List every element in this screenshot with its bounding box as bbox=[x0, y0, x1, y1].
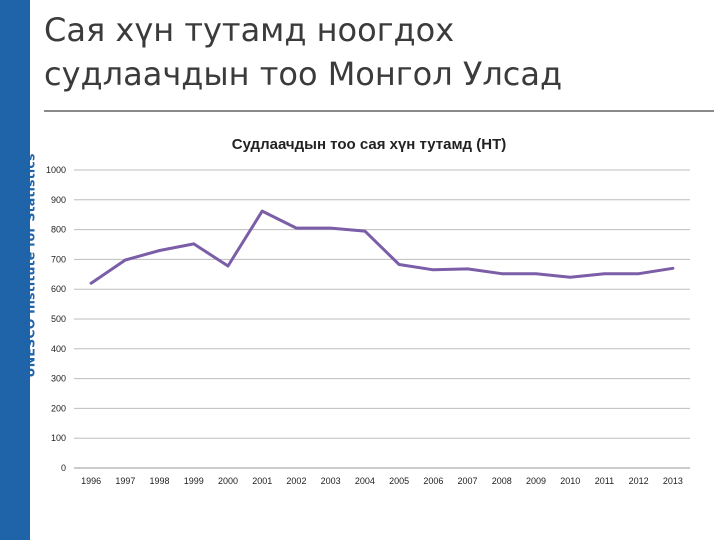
x-tick-label: 1999 bbox=[184, 476, 204, 486]
y-tick-label: 600 bbox=[51, 284, 66, 294]
y-tick-label: 400 bbox=[51, 344, 66, 354]
data-point bbox=[192, 242, 195, 246]
data-point bbox=[466, 267, 469, 271]
y-tick-label: 800 bbox=[51, 225, 66, 235]
data-point bbox=[226, 264, 230, 268]
data-point bbox=[329, 226, 332, 230]
x-tick-label: 2011 bbox=[595, 476, 614, 486]
y-tick-label: 500 bbox=[51, 314, 66, 324]
x-tick-label: 2012 bbox=[629, 476, 649, 486]
x-tick-label: 2003 bbox=[321, 476, 341, 486]
data-point bbox=[432, 268, 435, 272]
y-tick-label: 200 bbox=[51, 403, 66, 413]
y-tick-label: 0 bbox=[61, 463, 66, 473]
data-point bbox=[295, 226, 298, 230]
data-point bbox=[569, 276, 572, 279]
x-tick-label: 2001 bbox=[252, 476, 272, 486]
data-point bbox=[671, 267, 675, 270]
y-tick-label: 700 bbox=[51, 254, 66, 264]
data-point bbox=[158, 249, 161, 252]
x-tick-label: 2004 bbox=[355, 476, 375, 486]
x-tick-label: 1996 bbox=[81, 476, 101, 486]
y-tick-label: 300 bbox=[51, 374, 66, 384]
data-point bbox=[637, 272, 640, 275]
slide-title-line-2: судлаачдын тоо Монгол Улсад bbox=[44, 55, 563, 93]
x-tick-label: 1997 bbox=[115, 476, 135, 486]
x-tick-label: 2005 bbox=[389, 476, 409, 486]
data-point bbox=[534, 272, 538, 275]
x-tick-label: 1998 bbox=[150, 476, 170, 486]
x-tick-label: 2002 bbox=[286, 476, 306, 486]
x-tick-label: 2006 bbox=[423, 476, 443, 486]
y-tick-label: 1000 bbox=[46, 165, 66, 175]
y-tick-label: 100 bbox=[51, 433, 66, 443]
data-point bbox=[261, 209, 264, 213]
x-tick-label: 2013 bbox=[663, 476, 683, 486]
data-point bbox=[89, 282, 93, 285]
data-point bbox=[124, 258, 127, 262]
y-tick-label: 900 bbox=[51, 195, 66, 205]
series-line bbox=[89, 209, 675, 285]
side-band bbox=[0, 0, 30, 540]
x-tick-label: 2008 bbox=[492, 476, 512, 486]
data-point bbox=[603, 272, 606, 275]
x-tick-label: 2000 bbox=[218, 476, 238, 486]
x-tick-label: 2010 bbox=[560, 476, 580, 486]
data-point bbox=[397, 263, 401, 266]
chart-title: Судлаачдын тоо сая хүн тутамд (НТ) bbox=[231, 136, 507, 153]
title-divider bbox=[44, 110, 714, 112]
slide-title-line-1: Сая хүн тутамд ноогдох bbox=[44, 11, 455, 49]
data-point bbox=[500, 272, 503, 275]
x-tick-label: 2007 bbox=[458, 476, 478, 486]
slide-title: Сая хүн тутамд ноогдох судлаачдын тоо Мо… bbox=[44, 8, 704, 96]
data-point bbox=[363, 229, 367, 233]
x-tick-label: 2009 bbox=[526, 476, 546, 486]
